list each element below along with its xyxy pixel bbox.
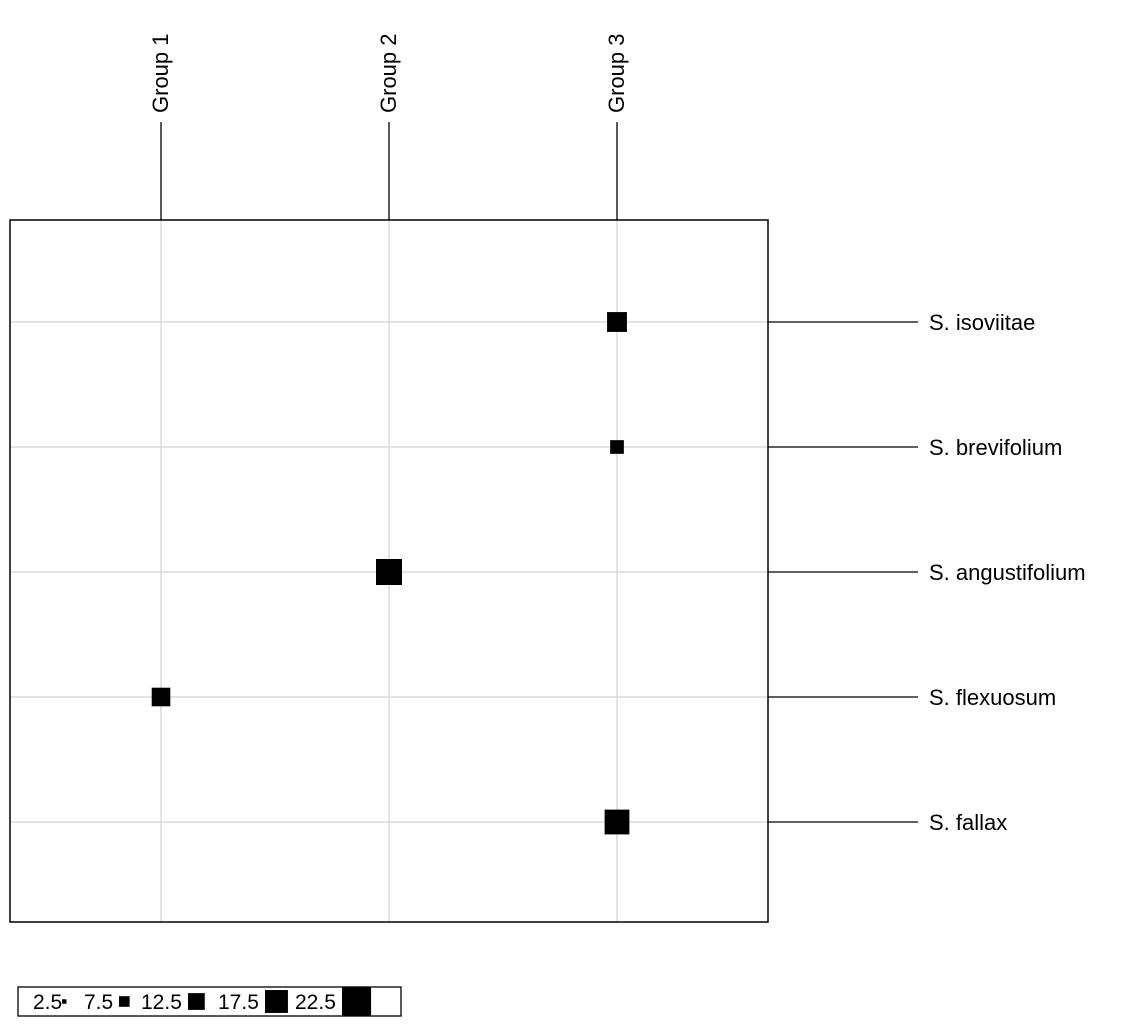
data-marker [151,687,171,707]
row-label: S. flexuosum [929,685,1056,710]
row-label: S. fallax [929,810,1007,835]
data-marker [604,809,630,835]
legend-swatch [188,993,205,1010]
legend-label: 12.5 [141,991,182,1014]
legend-swatch [265,990,288,1013]
legend-swatch [119,996,130,1007]
legend-swatch [62,999,67,1004]
column-label: Group 1 [148,34,173,114]
legend-label: 2.5 [33,991,62,1014]
column-label: Group 3 [604,34,629,114]
legend-swatch [342,986,372,1017]
legend-label: 22.5 [295,991,336,1014]
column-label: Group 2 [376,34,401,114]
data-marker [376,559,402,585]
legend-label: 17.5 [218,991,259,1014]
row-label: S. isoviitae [929,310,1035,335]
legend-label: 7.5 [84,991,113,1014]
row-label: S. angustifolium [929,560,1086,585]
legend-box [17,986,402,1017]
data-marker [607,312,627,332]
row-label: S. brevifolium [929,435,1062,460]
data-marker [610,440,624,454]
